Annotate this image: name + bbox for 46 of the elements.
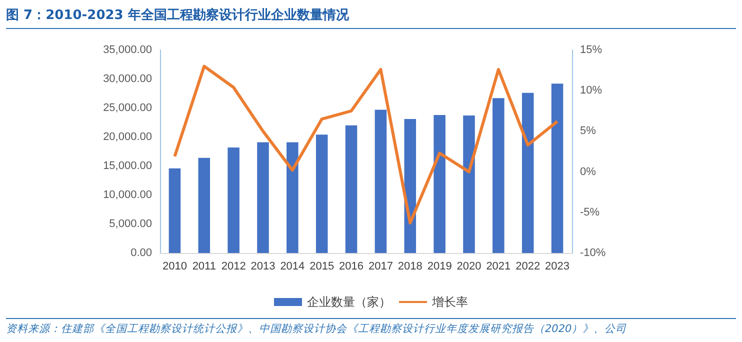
y2-tick-label: -5% <box>580 206 600 218</box>
chart-title: 图 7：2010-2023 年全国工程勘察设计行业企业数量情况 <box>6 6 736 29</box>
x-tick-label: 2023 <box>545 260 570 272</box>
y-tick-label: 5,000.00 <box>109 218 152 230</box>
bar <box>286 142 298 253</box>
x-tick-label: 2011 <box>192 260 216 272</box>
bar <box>316 134 328 253</box>
y2-tick-label: 0% <box>580 166 596 178</box>
x-tick-label: 2022 <box>516 260 540 272</box>
x-tick-label: 2016 <box>339 260 364 272</box>
x-tick-label: 2020 <box>456 260 482 272</box>
y2-tick-label: -10% <box>580 247 606 259</box>
y2-tick-label: 5% <box>580 125 596 138</box>
y-tick-label: 30,000.00 <box>103 73 152 85</box>
y-tick-label: 0.00 <box>130 247 152 259</box>
line-series <box>173 64 559 224</box>
bar <box>257 142 269 253</box>
y-tick-label: 20,000.00 <box>103 131 152 143</box>
y2-tick-label: 15% <box>580 44 602 56</box>
x-tick-label: 2013 <box>250 260 276 272</box>
bar <box>345 125 358 253</box>
bar <box>374 110 387 253</box>
x-tick-label: 2019 <box>427 260 452 272</box>
bar <box>434 114 446 253</box>
x-tick-label: 2017 <box>368 260 393 272</box>
bar <box>198 158 210 253</box>
legend-label: 增长率 <box>431 295 468 309</box>
x-tick-label: 2014 <box>280 260 305 272</box>
x-tick-label: 2010 <box>162 260 187 272</box>
legend-label: 企业数量（家） <box>307 295 391 309</box>
bar <box>463 116 475 253</box>
text: 资料来源：住建部《全国工程勘察设计统计公报》、中国勘察设计协会《工程勘察设计行业年度发展研究报告（2020）》、公司 <box>6 318 736 336</box>
y2-tick-label: 10% <box>580 84 602 97</box>
bar <box>551 84 564 253</box>
bar <box>168 168 181 253</box>
y-tick-label: 10,000.00 <box>103 189 152 201</box>
bar <box>492 98 504 253</box>
y-tick-label: 35,000.00 <box>103 44 152 56</box>
x-tick-label: 2018 <box>398 260 422 272</box>
x-tick-label: 2012 <box>221 260 246 272</box>
bar <box>522 92 534 253</box>
x-tick-label: 2021 <box>486 260 511 272</box>
y-tick-label: 25,000.00 <box>103 102 152 114</box>
bar <box>228 147 240 253</box>
y-tick-label: 15,000.00 <box>103 160 152 172</box>
x-tick-label: 2015 <box>310 260 334 272</box>
